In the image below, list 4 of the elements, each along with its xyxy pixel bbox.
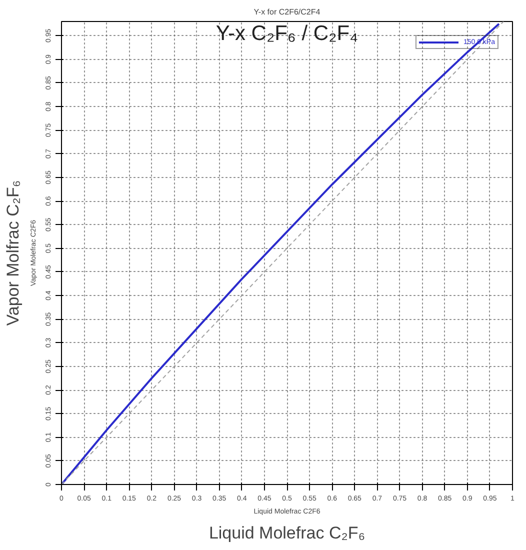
text: Liquid Molefrac C₂F₆: [208, 524, 366, 542]
chart-title: Y-x for C2F6/C2F4: [254, 8, 321, 16]
text: Vapor Molfrac C₂F₆: [4, 180, 22, 326]
annotation: Y-x C₂F₆ / C₂F₄: [216, 22, 358, 46]
